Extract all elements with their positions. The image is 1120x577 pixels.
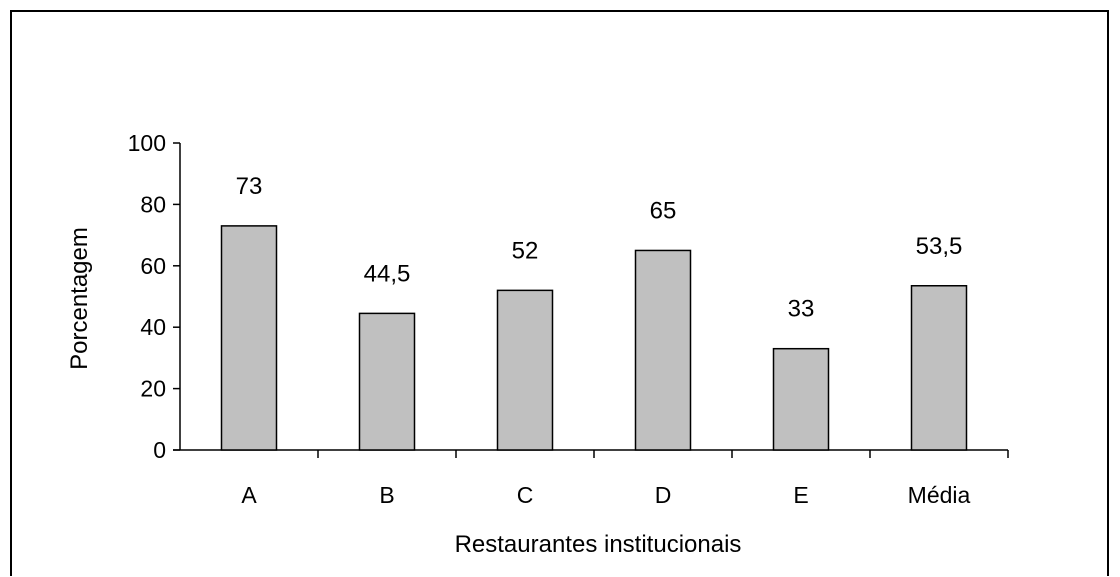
data-label: 65 [650,197,677,224]
data-label: 44,5 [364,260,411,287]
y-tick-label: 100 [128,130,166,156]
x-tick-label: A [241,482,257,508]
x-tick-label: E [793,482,808,508]
y-tick-label: 0 [153,437,166,463]
y-axis-title: Porcentagem [66,227,93,370]
axes [173,142,1009,458]
x-tick-label: C [517,482,534,508]
data-label: 73 [236,173,263,200]
y-tick-label: 80 [140,191,166,217]
bar-d [634,249,692,451]
x-tick-label: D [655,482,672,508]
bar-c [496,289,554,451]
bar-e [772,347,830,451]
data-label: 53,5 [916,233,963,260]
data-label: 33 [788,296,815,323]
x-tick-label: Média [908,482,971,508]
data-label: 52 [512,237,539,264]
y-tick-label: 20 [140,376,166,402]
labels: 0 20 40 60 80 100 73 A 44,5 B 52 C 65 D 33 E 53,5 Média [128,130,971,508]
bars [220,225,968,451]
bar-a [220,225,278,451]
y-tick-label: 60 [140,253,166,279]
bar-média [910,285,968,451]
x-axis-title: Restaurantes institucionais [455,531,742,558]
bar-b [358,312,416,451]
y-tick-label: 40 [140,314,166,340]
x-tick-label: B [379,482,394,508]
